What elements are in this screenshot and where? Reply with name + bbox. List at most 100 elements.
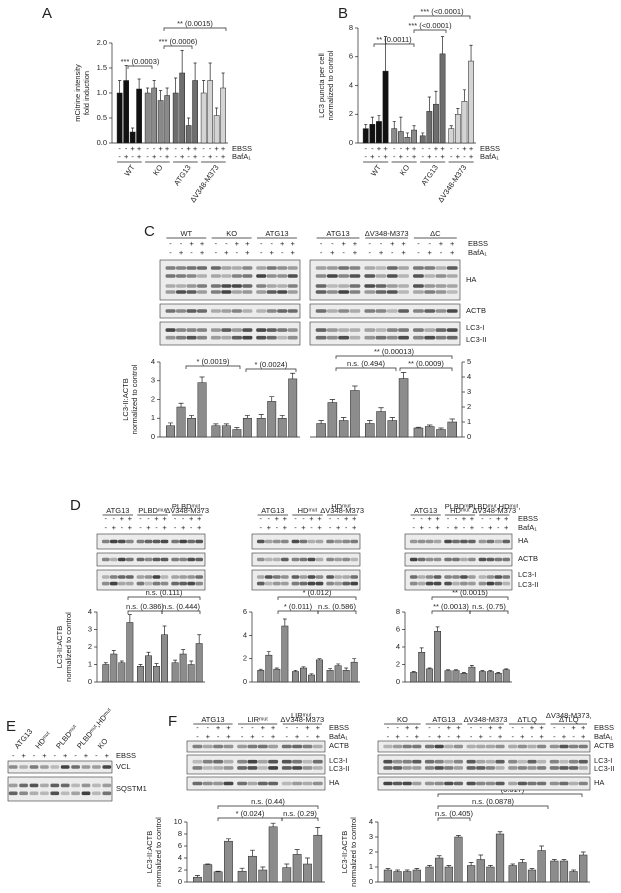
blot-band [350,557,359,562]
blot-band [231,335,242,340]
blot-band [502,557,511,562]
condition-sign: - [455,514,458,523]
significance-bracket [277,596,357,600]
condition-sign: - [337,514,340,523]
error-bar [274,667,279,670]
blot-band [186,290,197,294]
blot-band [444,539,452,544]
y-tick-label: 8 [178,829,182,838]
blot-band [71,791,80,796]
condition-sign: - [440,248,443,257]
condition-sign: + [197,523,202,532]
blot-band [256,557,265,562]
blot-band [425,575,434,579]
error-bar [154,663,159,667]
error-bar [454,669,458,671]
blot-band [231,284,242,288]
error-bar [180,50,184,73]
condition-sign: - [463,523,466,532]
blot-band [192,781,203,786]
y-tick-label: 0.5 [97,113,107,122]
bar [412,869,421,883]
condition-sign: - [276,523,279,532]
condition-name: BafA₁ [468,248,487,257]
condition-sign: - [241,723,244,732]
y-tick-label: 0 [151,432,155,441]
bar [537,850,546,883]
blot-band [307,557,316,562]
condition-sign: - [378,152,381,161]
condition-sign: + [440,152,445,161]
significance-bracket [163,27,227,31]
condition-sign: + [395,732,400,741]
blot-band [92,791,101,796]
blot-band [277,284,288,288]
condition-name: BafA₁ [594,732,613,741]
error-bar [352,658,357,663]
error-bar [270,822,276,827]
blot-band [210,290,221,294]
bar [248,855,257,883]
blot-band [364,284,376,288]
bar [265,654,273,683]
condition-sign: + [271,732,276,741]
blot-band [266,328,277,332]
blot-band [508,744,518,749]
condition-sign: + [419,523,424,532]
condition-name: EBSS [232,144,252,153]
condition-sign: - [260,514,263,523]
y-axis-label: mCitrine intensity [73,64,82,122]
blot-band [171,581,179,586]
condition-sign: - [521,723,524,732]
error-bar [370,116,374,125]
condition-sign: + [581,732,586,741]
condition-sign: + [224,248,229,257]
blot-band [277,335,288,340]
blot-band [171,557,179,562]
bar [550,860,559,883]
blot-band [302,781,313,786]
condition-sign: + [235,239,240,248]
condition-sign: - [422,152,425,161]
blot-band [171,575,179,579]
condition-sign: - [147,514,150,523]
blot-band [486,581,495,586]
condition-sign: - [412,514,415,523]
blot-band [508,781,518,786]
bar [171,662,179,683]
blot-band [326,335,338,340]
group-label: PLBDᵐᵘᵗ,HDᵐᵘᵗ,ΔV348-M373 [468,502,520,515]
blot-band [197,335,208,340]
blot-band [386,274,398,278]
blot-band [413,284,424,288]
blot-band [386,284,398,288]
bar [179,72,185,144]
condition-sign: + [437,732,442,741]
blot-band [176,309,187,313]
error-bar [193,62,197,81]
blot-band [434,766,444,770]
blot-band [446,284,458,288]
y-tick-label: 1 [467,417,471,426]
condition-sign: + [186,144,191,153]
significance-label: * (0.0024) [255,360,288,369]
y-tick-label: 3 [369,832,373,841]
condition-sign: - [531,732,534,741]
blot-strip [404,569,513,591]
condition-sign: + [488,723,493,732]
blot-band [287,284,298,288]
significance-label: * (0.0019) [197,357,230,366]
blot-band [424,759,435,764]
condition-sign: + [479,732,484,741]
bar [454,114,461,144]
error-bar [469,665,474,668]
condition-sign: + [439,239,444,248]
blot-band [242,328,253,332]
blot-band [517,744,527,749]
bar [398,378,409,438]
significance-label: n.s. (0.494) [347,359,385,368]
blot-band [109,539,118,544]
error-bar [496,672,501,674]
condition-sign: + [450,239,455,248]
blot-band [187,557,196,562]
